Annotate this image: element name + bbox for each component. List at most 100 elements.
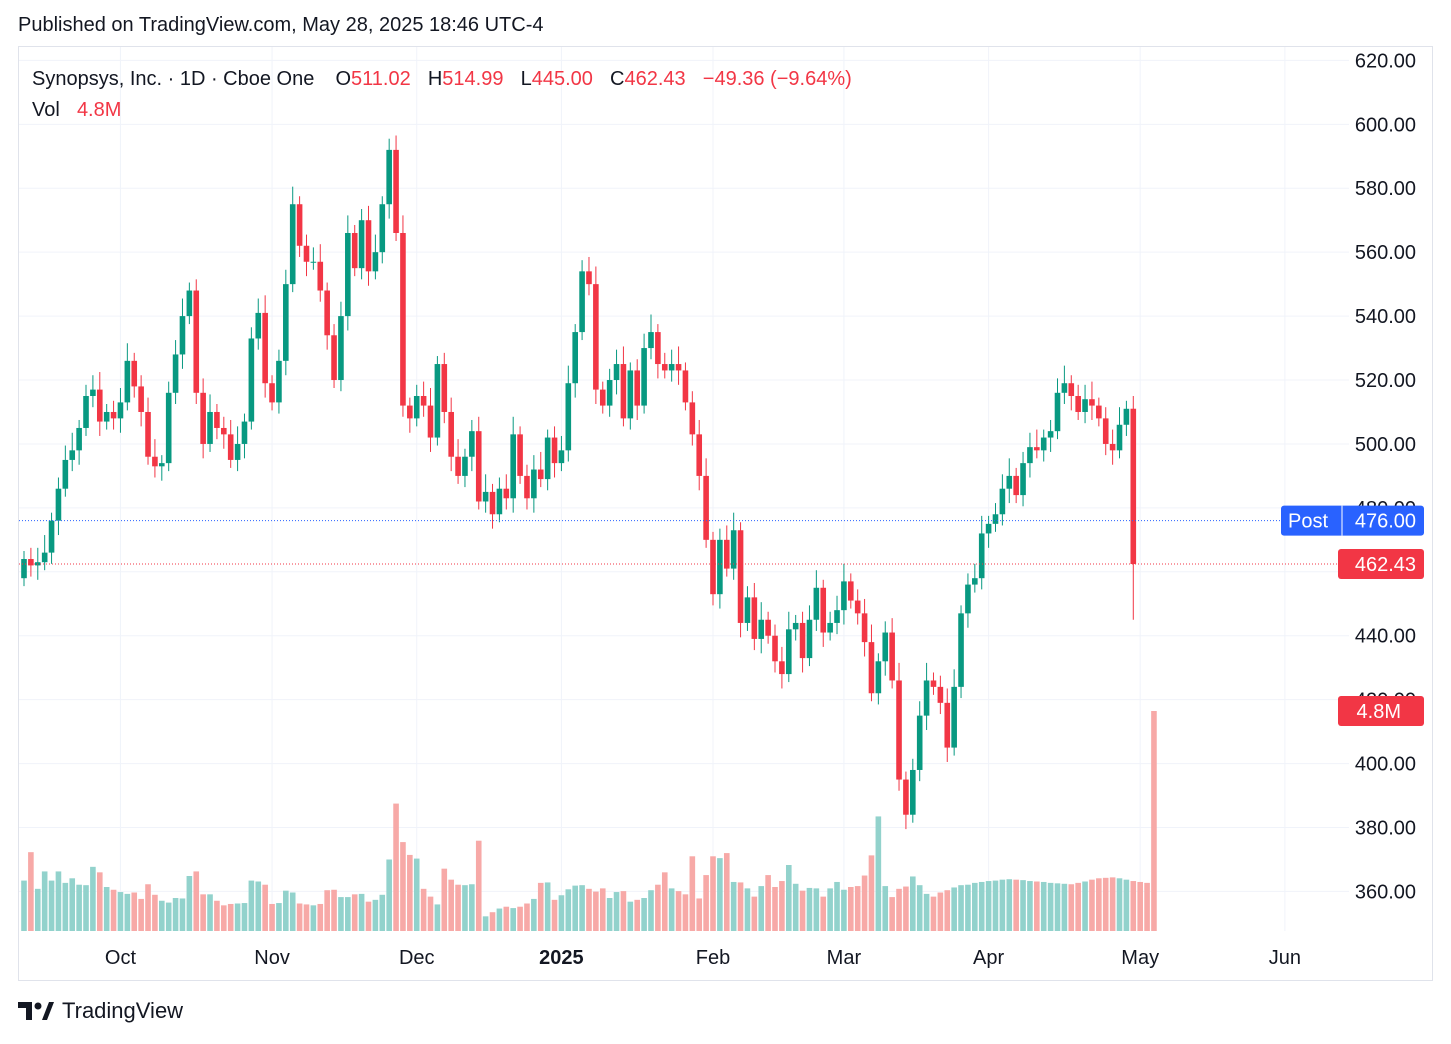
volume-bar — [1151, 711, 1157, 931]
volume-bar — [124, 893, 131, 931]
volume-bar — [930, 896, 937, 931]
footer-brand-text[interactable]: TradingView — [62, 998, 184, 1023]
volume-bar — [407, 854, 413, 931]
volume-bar — [289, 892, 296, 931]
volume-bar — [882, 886, 889, 931]
candle-body — [641, 348, 647, 406]
volume-bar — [28, 852, 34, 931]
candle-body — [172, 354, 179, 393]
volume-bar — [696, 898, 703, 931]
candle-body — [627, 370, 634, 419]
volume-bar — [1096, 878, 1102, 931]
candlestick-chart[interactable]: 360.00380.00400.00420.00440.00460.00480.… — [19, 47, 1434, 982]
volume-bar — [338, 897, 344, 931]
volume-bar — [117, 892, 124, 931]
volume-bar — [76, 884, 82, 931]
volume-bar — [565, 889, 572, 931]
volume-bar — [413, 858, 420, 931]
volume-bar — [227, 903, 234, 931]
candle-body — [675, 364, 682, 371]
candle-body — [462, 456, 468, 476]
candle-body — [227, 434, 234, 460]
volume-bar — [579, 885, 585, 931]
volume-bar — [482, 916, 489, 931]
candle-body — [785, 629, 792, 675]
candle-body — [586, 271, 592, 285]
volume-bar — [689, 856, 696, 931]
candle-body — [572, 332, 578, 384]
volume-bar — [1130, 881, 1137, 931]
volume-bar — [730, 881, 737, 931]
volume-bar — [1137, 881, 1143, 931]
candle-body — [393, 149, 399, 233]
candle-body — [992, 514, 999, 524]
volume-bar — [999, 879, 1006, 931]
legend-volume-row: Vol 4.8M — [32, 95, 852, 126]
volume-bar — [193, 871, 200, 931]
candle-body — [324, 290, 330, 336]
post-price-prefix: Post — [1288, 511, 1328, 533]
candle-body — [751, 597, 758, 639]
volume-bar — [758, 886, 765, 931]
candle-body — [593, 284, 599, 390]
volume-bar — [310, 905, 317, 931]
candle-body — [517, 434, 523, 476]
volume-bar — [138, 898, 144, 931]
candle-body — [1061, 383, 1068, 393]
candle-body — [317, 261, 324, 291]
legend-open-label: O — [335, 68, 352, 90]
volume-bar — [372, 899, 379, 931]
volume-bar — [469, 884, 475, 931]
candle-body — [634, 370, 641, 406]
volume-bar — [655, 884, 661, 931]
candle-body — [255, 312, 262, 339]
volume-bar — [972, 882, 978, 931]
candle-body — [241, 421, 248, 444]
tradingview-logo-icon[interactable] — [18, 1000, 54, 1022]
candle-body — [820, 587, 827, 633]
candle-body — [193, 290, 200, 393]
legend-symbol[interactable]: Synopsys, Inc. · 1D · Cboe One — [32, 68, 315, 90]
candle-body — [386, 149, 392, 205]
volume-bar — [524, 903, 530, 931]
volume-bar — [551, 899, 558, 931]
x-axis-tick-label: Apr — [973, 947, 1004, 969]
volume-bar — [241, 903, 248, 931]
volume-bar — [779, 881, 785, 931]
y-axis-tick-label: 560.00 — [1355, 242, 1416, 264]
candle-body — [103, 411, 110, 422]
y-axis-tick-label: 400.00 — [1355, 754, 1416, 776]
last-price-badge — [1338, 549, 1424, 580]
volume-bar — [910, 876, 916, 931]
volume-bar — [48, 880, 55, 931]
volume-bar — [69, 878, 76, 931]
volume-bar — [717, 858, 723, 931]
candle-body — [861, 613, 868, 643]
candle-body — [923, 680, 930, 716]
volume-bar — [1109, 877, 1116, 931]
candle-body — [117, 402, 124, 419]
candle-body — [345, 232, 351, 317]
legend-ohlc-row: Synopsys, Inc. · 1D · Cboe One O511.02 H… — [32, 64, 852, 95]
volume-bar — [462, 885, 468, 931]
candle-body — [537, 469, 544, 480]
volume-bar — [958, 885, 964, 931]
candle-body — [1047, 431, 1054, 438]
chart-panel[interactable]: 360.00380.00400.00420.00440.00460.00480.… — [18, 46, 1433, 981]
candle-body — [283, 284, 289, 361]
footer: TradingView — [18, 998, 183, 1024]
volume-bar — [90, 866, 96, 931]
candle-body — [296, 204, 303, 246]
legend-close-label: C — [610, 68, 625, 90]
candle-body — [131, 360, 138, 387]
volume-bar — [1040, 881, 1047, 931]
candle-body — [689, 402, 696, 435]
y-axis-tick-label: 540.00 — [1355, 306, 1416, 328]
volume-bar — [861, 875, 868, 931]
volume-bar — [159, 900, 165, 931]
volume-bar — [331, 889, 337, 931]
candle-body — [124, 360, 131, 403]
candle-body — [889, 632, 895, 681]
candle-body — [648, 332, 654, 349]
candle-body — [83, 396, 89, 428]
